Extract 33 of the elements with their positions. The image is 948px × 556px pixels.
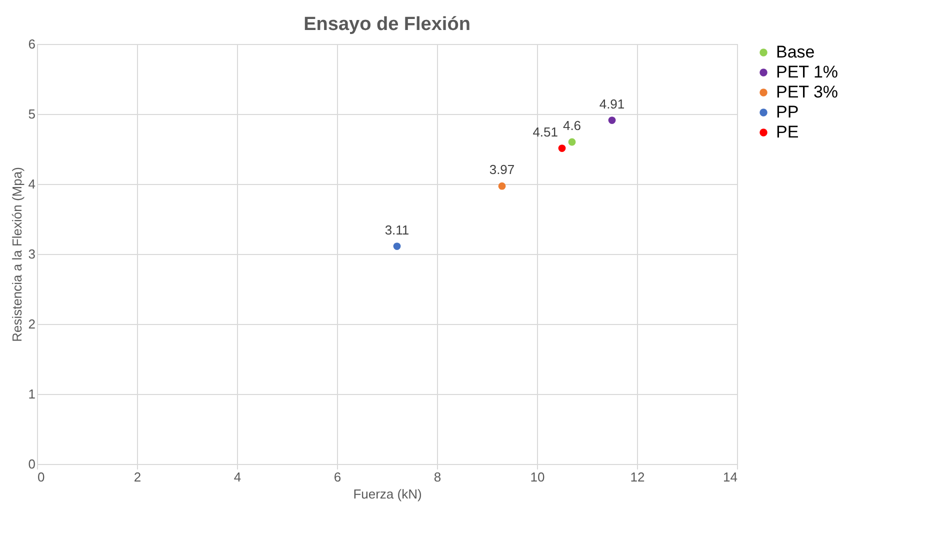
y-tick-label: 4 [28, 176, 36, 192]
y-tick-label: 2 [28, 316, 36, 332]
chart-title: Ensayo de Flexión [304, 14, 470, 35]
y-tick-label: 0 [28, 456, 36, 472]
x-tick-label: 14 [723, 470, 738, 484]
legend-label: PP [776, 102, 799, 122]
point [558, 144, 566, 152]
data-label: 3.11 [384, 222, 410, 238]
point [498, 182, 506, 190]
data-label: 4.91 [599, 96, 625, 112]
data-label: 4.6 [562, 118, 582, 133]
legend-label: PET 1% [776, 62, 838, 82]
point [608, 116, 616, 124]
point [568, 138, 576, 146]
x-tick-label: 2 [134, 470, 142, 484]
y-tick-label: 3 [28, 246, 36, 262]
point [393, 242, 401, 250]
legend-label: PE [776, 122, 799, 142]
data-label: 3.97 [489, 162, 515, 178]
data-label: 4.51 [532, 124, 558, 140]
legend-label: Base [776, 42, 815, 62]
x-tick-label: 12 [630, 470, 645, 484]
x-tick-label: 10 [530, 470, 545, 484]
x-tick-label: 0 [38, 470, 45, 484]
x-tick-label: 8 [434, 470, 442, 484]
y-tick-label: 1 [28, 386, 36, 402]
y-tick-label: 6 [28, 36, 36, 52]
x-tick-label: 6 [334, 470, 342, 484]
y-tick-label: 5 [28, 106, 36, 122]
legend-label: PET 3% [776, 82, 838, 102]
y-axis-title: Resistencia a la Flexión (Mpa) [9, 167, 24, 342]
x-tick-label: 4 [234, 470, 242, 484]
x-axis-title: Fuerza (kN) [353, 486, 422, 502]
